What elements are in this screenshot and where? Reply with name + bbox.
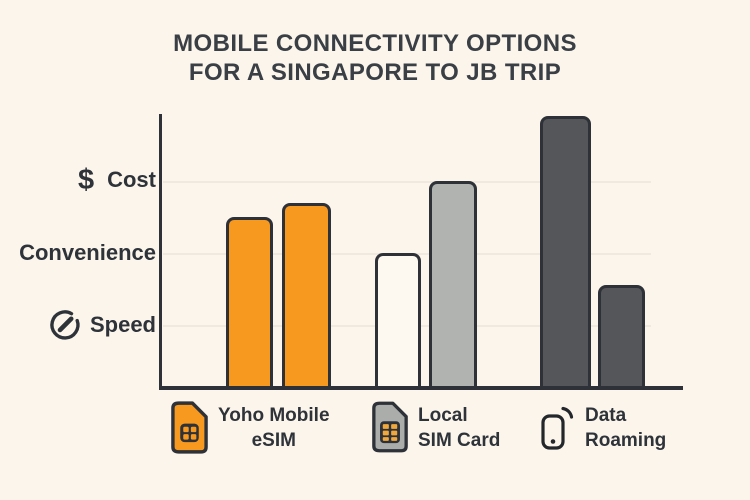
bar-data-roaming-1	[540, 116, 591, 387]
legend-item-local-sim-card: Local SIM Card	[371, 400, 500, 454]
legend-label-roaming: Data Roaming	[585, 403, 666, 453]
bar-local-sim-card-2	[429, 181, 477, 387]
ytick-speed-label: Speed	[89, 312, 156, 337]
gridline-cost	[163, 181, 651, 183]
ytick-cost: $ Cost	[78, 160, 156, 200]
ytick-convenience-label: Convenience	[19, 240, 156, 265]
ytick-speed: Speed	[48, 305, 156, 345]
legend-label-yoho: Yoho Mobile eSIM	[218, 403, 330, 453]
x-axis-line	[159, 386, 683, 390]
legend-label-roaming-line2: Roaming	[585, 430, 667, 451]
legend-item-data-roaming: Data Roaming	[540, 400, 666, 453]
ytick-convenience: Convenience	[19, 233, 156, 273]
bar-yoho-mobile-esim-2	[282, 203, 331, 387]
legend-label-local: Local SIM Card	[418, 403, 500, 453]
legend-label-local-line1: Local	[418, 405, 468, 426]
dollar-icon: $	[77, 163, 95, 196]
legend-label-yoho-line1: Yoho Mobile	[218, 405, 330, 426]
chart-title: MOBILE CONNECTIVITY OPTIONS FOR A SINGAP…	[0, 29, 750, 87]
sim-card-gray-icon	[371, 400, 409, 454]
phone-roaming-icon	[540, 404, 576, 452]
chart-title-line2: FOR A SINGAPORE TO JB TRIP	[188, 59, 562, 86]
sim-card-orange-icon	[170, 400, 209, 455]
y-axis-line	[159, 114, 162, 390]
ytick-cost-label: Cost	[107, 167, 156, 192]
legend-label-yoho-line2: eSIM	[251, 430, 296, 451]
gauge-icon	[48, 308, 82, 342]
bar-local-sim-card-1	[375, 253, 421, 387]
bar-data-roaming-2	[598, 285, 645, 387]
chart-title-line1: MOBILE CONNECTIVITY OPTIONS	[173, 30, 577, 57]
legend-label-roaming-line1: Data	[585, 405, 627, 426]
legend-label-local-line2: SIM Card	[418, 430, 501, 451]
legend-item-yoho-mobile-esim: Yoho Mobile eSIM	[170, 400, 330, 455]
bar-yoho-mobile-esim-1	[226, 217, 273, 387]
